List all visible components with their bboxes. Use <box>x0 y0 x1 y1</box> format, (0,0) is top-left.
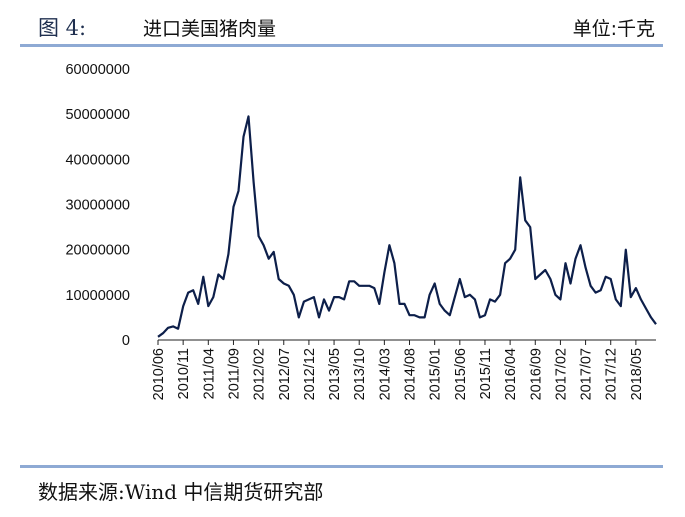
top-rule <box>20 44 663 47</box>
x-tick-label: 2010/06 <box>151 348 167 400</box>
x-tick-label: 2014/03 <box>377 348 393 400</box>
plot-area <box>157 115 657 338</box>
x-tick-label: 2016/04 <box>503 348 519 400</box>
x-tick-label: 2017/02 <box>553 348 569 400</box>
chart-title: 进口美国猪肉量 <box>143 18 277 40</box>
y-tick-label: 60000000 <box>65 62 130 78</box>
y-tick-label: 20000000 <box>65 243 130 259</box>
x-tick-label: 2012/12 <box>302 348 318 400</box>
x-tick-label: 2017/07 <box>579 348 595 400</box>
figure-header: 图 4: 进口美国猪肉量 单位:千克 <box>0 0 685 46</box>
x-tick-label: 2013/05 <box>327 348 343 400</box>
x-tick-label: 2011/09 <box>226 348 242 399</box>
x-tick-label: 2015/11 <box>478 348 494 399</box>
unit-label: 单位:千克 <box>572 18 655 40</box>
x-tick-label: 2012/07 <box>277 348 293 400</box>
x-tick-label: 2012/02 <box>252 348 268 400</box>
series-line <box>157 115 657 338</box>
line-chart: 60000000 50000000 40000000 30000000 20000000… <box>65 62 657 400</box>
x-axis: 2010/06 2010/11 2011/04 2011/09 2012/02 2012/… <box>151 339 656 400</box>
x-tick-label: 2011/04 <box>201 348 217 399</box>
x-tick-label: 2015/06 <box>453 348 469 400</box>
x-tick-label: 2017/12 <box>604 348 620 400</box>
x-tick-label: 2010/11 <box>176 348 192 399</box>
y-axis: 60000000 50000000 40000000 30000000 20000000… <box>65 62 130 349</box>
y-tick-label: 0 <box>122 333 130 349</box>
x-tick-label: 2018/05 <box>629 348 645 400</box>
x-tick-label: 2014/08 <box>403 348 419 400</box>
y-tick-label: 10000000 <box>65 288 130 304</box>
data-source: 数据来源:Wind 中信期货研究部 <box>38 480 324 504</box>
y-tick-label: 30000000 <box>65 198 130 214</box>
x-tick-label: 2013/10 <box>352 348 368 400</box>
y-tick-label: 50000000 <box>65 107 130 123</box>
x-tick-label: 2016/09 <box>528 348 544 400</box>
bottom-rule <box>20 465 663 468</box>
figure-label: 图 4: <box>38 16 87 40</box>
x-tick-label: 2015/01 <box>428 348 444 400</box>
y-tick-label: 40000000 <box>65 152 130 168</box>
